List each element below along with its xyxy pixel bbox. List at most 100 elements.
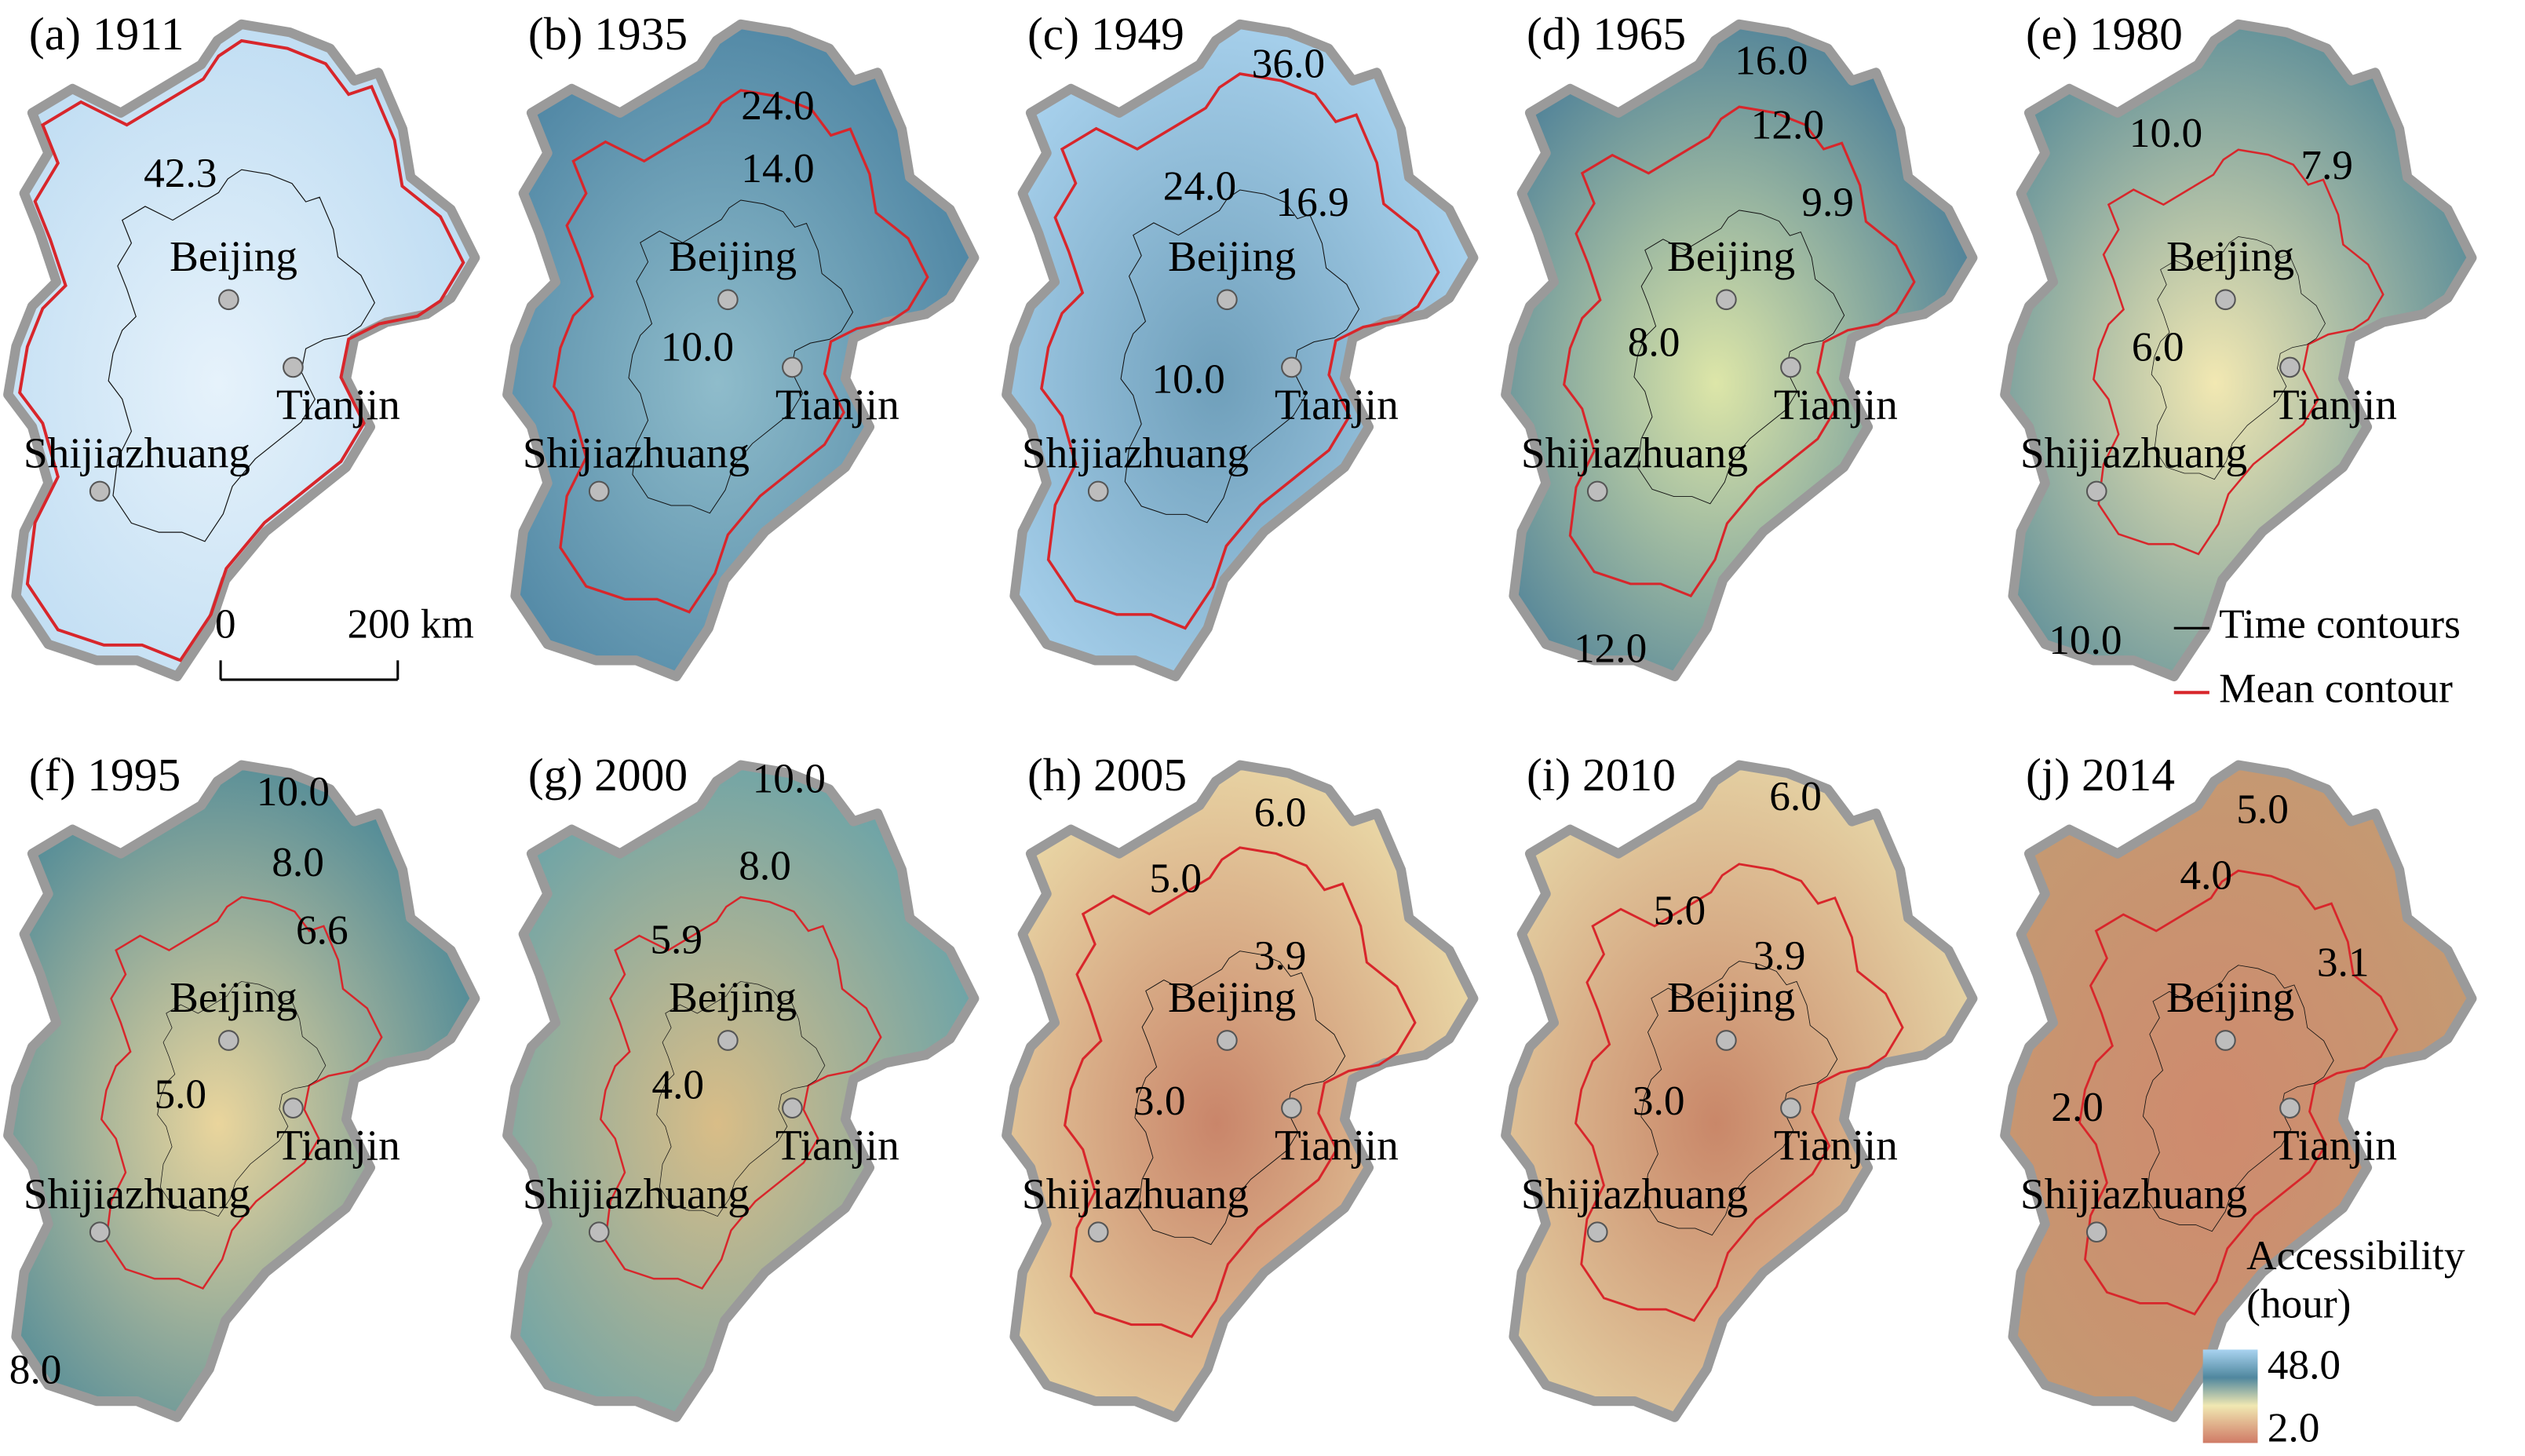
region	[1002, 19, 1479, 682]
contour-label: 24.0	[741, 82, 814, 129]
region	[3, 19, 480, 682]
panel-label: (j) 2014	[2026, 749, 2175, 801]
city-marker	[717, 289, 739, 311]
contour-label: 10.0	[2129, 109, 2202, 156]
region	[3, 760, 480, 1422]
map-panel: (c) 1949 36.0 24.0 16.9 10.0 Beijing Tianjin Sh…	[1002, 8, 1479, 682]
region	[502, 19, 980, 682]
region	[2000, 760, 2477, 1422]
time-contour	[108, 169, 375, 542]
contour-label: 2.0	[2051, 1083, 2104, 1130]
city-label: Shijiazhuang	[1521, 1170, 1748, 1217]
city-marker	[1217, 1030, 1238, 1051]
panel-label: (g) 2000	[528, 749, 688, 801]
city-marker	[283, 356, 304, 378]
city-label: Beijing	[669, 973, 797, 1021]
map-panel: (b) 1935 24.0 14.0 10.0 Beijing Tianjin Shijia…	[502, 8, 980, 682]
mean-contour	[18, 38, 465, 662]
city-label: Tianjin	[276, 1122, 400, 1170]
city-label: Tianjin	[1275, 1122, 1399, 1170]
legend-colorbar	[2202, 1349, 2258, 1443]
region	[1002, 760, 1479, 1422]
contour-label: 3.9	[1753, 932, 1806, 979]
contour-label: 6.0	[1769, 772, 1822, 819]
region	[2000, 19, 2477, 682]
mean-contour	[1574, 863, 1904, 1323]
contour-label: 3.1	[2317, 938, 2370, 985]
city-label: Tianjin	[276, 381, 400, 429]
city-label: Tianjin	[775, 381, 899, 429]
mean-contour	[1563, 105, 1916, 598]
legend-time-contours: Time contours	[2219, 600, 2461, 648]
legend-unit: (hour)	[2246, 1279, 2351, 1326]
city-label: Tianjin	[775, 1122, 899, 1170]
time-contour	[656, 981, 826, 1217]
map-panel: (f) 1995 10.0 8.0 6.6 5.0 8.0 Beijing Tianjin Sh…	[3, 749, 480, 1422]
contour-label: 6.0	[2132, 323, 2184, 370]
map-panel: (i) 2010 6.0 5.0 3.9 3.0 Beijing Tianjin Shijia…	[1501, 749, 1978, 1422]
legend-title: Accessibility	[2246, 1232, 2465, 1279]
mean-contour	[553, 89, 929, 614]
mean-contour	[2078, 869, 2399, 1316]
time-contour	[2151, 236, 2326, 480]
legend-max: 48.0	[2268, 1341, 2341, 1388]
time-contour	[1134, 951, 1346, 1246]
legend-mean-contour: Mean contour	[2219, 665, 2453, 712]
city-label: Beijing	[1667, 232, 1795, 280]
contour-label: 5.0	[1149, 855, 1202, 902]
contour-label: 10.0	[257, 768, 330, 815]
contour-label: 42.3	[144, 149, 217, 196]
city-marker	[89, 1221, 111, 1243]
city-label: Shijiazhuang	[2020, 1170, 2247, 1217]
city-label: Shijiazhuang	[523, 1170, 750, 1217]
contour-label: 5.0	[154, 1071, 206, 1118]
contour-label: 3.9	[1254, 932, 1307, 979]
contour-label: 4.0	[651, 1060, 704, 1108]
mean-contour	[2093, 148, 2385, 556]
city-label: Shijiazhuang	[24, 429, 250, 477]
contour-label: 8.0	[272, 838, 324, 885]
time-contour	[1633, 210, 1845, 505]
mean-contour	[1040, 72, 1440, 630]
time-contour	[1120, 189, 1360, 524]
city-label: Shijiazhuang	[24, 1170, 250, 1217]
city-label: Tianjin	[1275, 381, 1399, 429]
contour-label: 3.0	[1133, 1077, 1186, 1124]
mean-contour	[599, 896, 882, 1290]
city-marker	[217, 1030, 239, 1051]
map-panel: (h) 2005 6.0 5.0 3.9 3.0 Beijing Tianjin Shijia…	[1002, 749, 1479, 1422]
city-label: Shijiazhuang	[1521, 429, 1748, 477]
city-marker	[1586, 480, 1608, 502]
contour-label: 5.9	[650, 916, 702, 963]
map-panel: (j) 2014 5.04.0 3.1 2.0 Beijing Tianjin Shijia…	[2000, 749, 2477, 1422]
city-label: Beijing	[1667, 973, 1795, 1021]
map-panel: (a) 1911 42.3 Beijing Tianjin Shijiazhuang	[3, 8, 480, 682]
city-marker	[2215, 1030, 2236, 1051]
map-panel: (g) 2000 10.0 8.0 5.9 4.0 Beijing Tianjin Shiji…	[502, 749, 980, 1422]
region	[1501, 19, 1978, 682]
contour-label: 4.0	[2180, 852, 2232, 899]
time-contour	[1640, 961, 1838, 1236]
city-label: Beijing	[170, 973, 297, 1021]
city-marker	[2215, 289, 2236, 311]
city-marker	[1281, 1097, 1302, 1119]
city-label: Shijiazhuang	[523, 429, 750, 477]
contour-label: 6.0	[1254, 789, 1307, 836]
mean-contour	[100, 896, 383, 1290]
contour-label: 10.0	[753, 754, 826, 801]
contour-label: 8.0	[739, 841, 791, 889]
panel-label: (h) 2005	[1027, 749, 1187, 801]
contour-label: 7.9	[2301, 141, 2353, 188]
time-contour	[2142, 965, 2334, 1232]
region	[1501, 760, 1978, 1422]
city-label: Beijing	[2166, 973, 2294, 1021]
city-marker	[588, 1221, 610, 1243]
city-marker	[717, 1030, 739, 1051]
contour-label: 10.0	[1151, 356, 1224, 403]
time-contour	[157, 981, 327, 1217]
scale-end: 200 km	[347, 600, 473, 648]
city-marker	[1087, 1221, 1109, 1243]
map-panel: (e) 1980 10.0 7.9 6.0 10.0 Beijing Tianjin Shij…	[2000, 8, 2477, 682]
